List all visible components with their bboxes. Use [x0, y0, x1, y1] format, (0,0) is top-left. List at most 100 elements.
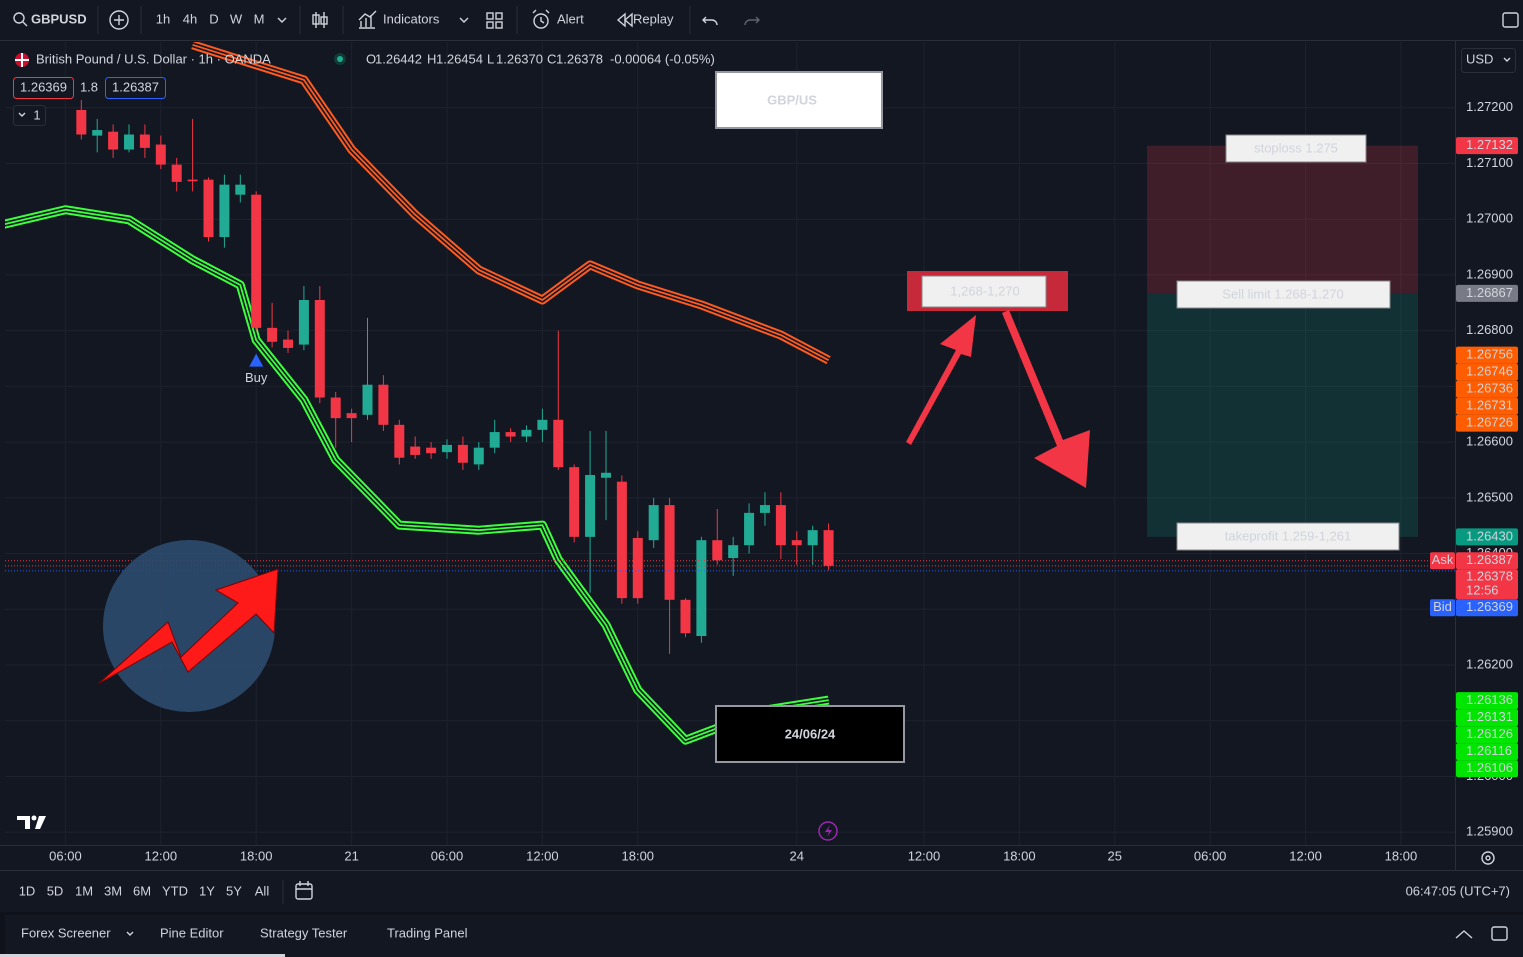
candle-body	[664, 505, 675, 600]
target-zone	[1147, 293, 1418, 537]
price-tag-label: 1.26726	[1466, 415, 1513, 430]
date-box	[715, 705, 905, 763]
price-tag-label: 1.26430	[1466, 528, 1513, 543]
y-tick-label: 1.27000	[1466, 211, 1513, 226]
interval[interactable]: W	[230, 11, 243, 26]
range-button[interactable]: YTD	[162, 883, 188, 898]
candle-body	[330, 397, 341, 419]
fullscreen[interactable]	[1502, 12, 1519, 28]
add-icon	[114, 15, 124, 25]
legend: British Pound / U.S. Dollar · 1h · OANDA…	[13, 51, 715, 126]
buy-price[interactable]: 1.26387	[112, 79, 159, 94]
currency-menu	[1503, 57, 1511, 62]
currency-select[interactable]	[1461, 48, 1516, 73]
x-tick-label: 12:00	[145, 848, 178, 863]
alert-icon	[533, 13, 549, 29]
candle-body	[219, 184, 230, 238]
candle-body	[823, 530, 834, 566]
alert-button[interactable]: Alert	[557, 11, 584, 26]
add-symbol[interactable]	[109, 10, 129, 30]
chart-type[interactable]	[312, 12, 328, 28]
interval[interactable]: M	[254, 11, 265, 26]
range-button[interactable]: 5D	[47, 883, 64, 898]
stoploss-box	[1225, 134, 1367, 163]
goto-date[interactable]	[295, 883, 313, 900]
undo[interactable]	[702, 16, 718, 26]
interval-menu[interactable]	[277, 17, 287, 23]
interval[interactable]: 4h	[183, 11, 197, 26]
settings-icon[interactable]	[1481, 851, 1495, 865]
panel-tab[interactable]: Forex Screener	[21, 925, 111, 940]
y-tick-label: 1.27200	[1466, 99, 1513, 114]
panel-tab[interactable]: Pine Editor	[160, 925, 224, 940]
buy-button[interactable]	[105, 77, 166, 99]
indicator-toggle[interactable]	[13, 105, 46, 126]
x-tick-label: 18:00	[240, 848, 273, 863]
currency[interactable]: USD	[1466, 51, 1493, 66]
events-icon	[825, 825, 832, 837]
panel-tab[interactable]: Trading Panel	[387, 925, 468, 940]
candle-body	[807, 530, 818, 546]
price-tag	[1456, 137, 1518, 155]
range-button[interactable]: 1Y	[199, 883, 215, 898]
events-icon[interactable]	[818, 821, 838, 841]
logo-circle	[103, 540, 275, 712]
price-tag-prefix: Bid	[1433, 599, 1452, 614]
candle-body	[473, 447, 484, 465]
range-button[interactable]: 1M	[75, 883, 93, 898]
interval[interactable]: D	[209, 11, 218, 26]
redo[interactable]	[744, 16, 760, 26]
price-tag-label: 1.26867	[1466, 285, 1513, 300]
x-tick-label: 06:00	[49, 848, 82, 863]
range-button[interactable]: 6M	[133, 883, 151, 898]
indicators-menu[interactable]	[459, 17, 469, 23]
candle-body	[505, 432, 516, 437]
range-button[interactable]: All	[255, 883, 270, 898]
zone-label-box	[921, 275, 1047, 308]
price-tag	[1456, 414, 1518, 432]
plot: Buy	[5, 42, 1455, 745]
range-button[interactable]: 5Y	[226, 883, 242, 898]
candle-body	[203, 179, 214, 238]
pair-label: GBP/US	[767, 92, 817, 107]
candle-icon	[312, 14, 320, 25]
price-tag-label: 1.26131	[1466, 709, 1513, 724]
ohlc-key: H	[427, 51, 436, 66]
indicators-icon	[358, 10, 377, 29]
replay-button[interactable]: Replay	[633, 11, 674, 26]
candle-body	[728, 545, 739, 559]
panel-expand[interactable]	[1455, 930, 1473, 939]
x-tick-label: 24	[790, 848, 804, 863]
candle-body	[108, 131, 119, 150]
range-button[interactable]: 1D	[19, 883, 36, 898]
change: -0.00064 (-0.05%)	[610, 51, 715, 66]
layout-icon[interactable]	[486, 12, 494, 20]
range-button[interactable]: 3M	[104, 883, 122, 898]
price-tag	[1456, 709, 1518, 727]
zone-label: 1,268-1,270	[950, 283, 1019, 298]
candle-body	[791, 540, 802, 546]
candle-body	[680, 599, 691, 634]
panel-maximize[interactable]	[1491, 926, 1508, 941]
candle-body	[171, 164, 182, 182]
symbol[interactable]: GBPUSD	[31, 11, 87, 26]
price-tag-label: 1.27132	[1466, 137, 1513, 152]
panel-tab[interactable]: Strategy Tester	[260, 925, 348, 940]
signal-label: Buy	[245, 370, 268, 385]
tv-logo	[17, 815, 46, 829]
indicator-count: 1	[33, 107, 40, 122]
ohlc-value: 1.26442	[375, 51, 422, 66]
price-tag	[1456, 363, 1518, 381]
candle-body	[759, 505, 770, 513]
candle-body	[744, 512, 755, 546]
sell-price[interactable]: 1.26369	[20, 79, 67, 94]
candle-body	[267, 327, 278, 342]
candle-body	[441, 444, 452, 453]
symbol-search[interactable]: GBPUSD	[13, 11, 87, 27]
price-tag-prefix: Ask	[1432, 552, 1454, 567]
pair-box	[715, 71, 883, 129]
interval[interactable]: 1h	[156, 11, 170, 26]
indicators-button[interactable]: Indicators	[383, 11, 440, 26]
sell-button[interactable]	[13, 77, 74, 99]
